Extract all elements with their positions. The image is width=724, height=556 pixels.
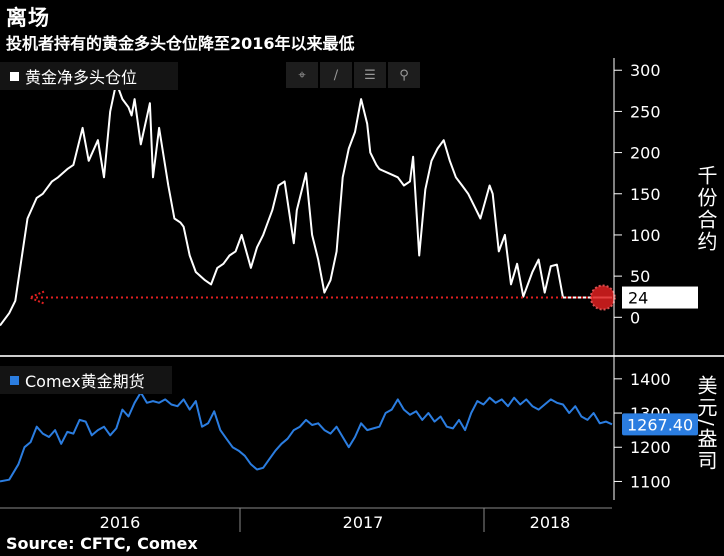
y-tick-label: 150 (630, 185, 661, 204)
y-tick-label: 250 (630, 102, 661, 121)
y-tick-label: 0 (630, 308, 640, 327)
annotation-arrow-head (27, 290, 45, 305)
series-comex-gold-line (0, 391, 613, 483)
y-tick-label: 300 (630, 61, 661, 80)
draw-line-icon[interactable]: ∕ (320, 62, 352, 88)
zoom-icon[interactable]: ⚲ (388, 62, 420, 88)
table-icon[interactable]: ☰ (354, 62, 386, 88)
y-tick-label: 50 (630, 267, 650, 286)
legend-label-net-long: 黄金净多头仓位 (25, 68, 138, 87)
upper-panel: 300 250 200 150 100 50 0 千份合约 24 (0, 61, 718, 327)
y-tick-label: 1200 (630, 438, 671, 457)
x-axis: 2016 2017 2018 (0, 507, 612, 532)
y-tick-label: 100 (630, 226, 661, 245)
x-tick-label: 2016 (100, 513, 141, 532)
legend-swatch-white (10, 71, 19, 81)
x-tick-label: 2018 (530, 513, 571, 532)
legend-label-comex-gold: Comex黄金期货 (25, 372, 145, 391)
last-value-box (622, 286, 698, 309)
page-title: 离场 (6, 6, 50, 30)
x-tick-label: 2017 (343, 513, 384, 532)
legend-swatch-blue (10, 375, 19, 385)
latest-value-marker (589, 284, 616, 311)
last-value-label: 24 (628, 289, 648, 308)
y-axis-label: 千份合约 (694, 165, 718, 253)
legend-net-long[interactable]: 黄金净多头仓位 (0, 62, 178, 90)
chart-toolbar: ⌖ ∕ ☰ ⚲ (286, 62, 422, 88)
y-tick-label: 200 (630, 144, 661, 163)
series-net-long-line (0, 81, 612, 327)
y-tick-label: 1100 (630, 472, 671, 491)
source-note: Source: CFTC, Comex (6, 534, 198, 553)
crosshair-icon[interactable]: ⌖ (286, 62, 318, 88)
last-value-box (622, 413, 698, 436)
page-subtitle: 投机者持有的黄金多头仓位降至2016年以来最低 (6, 34, 355, 53)
y-tick-label: 1400 (630, 370, 671, 389)
legend-comex-gold[interactable]: Comex黄金期货 (0, 366, 172, 394)
last-value-label: 1267.40 (627, 415, 693, 434)
